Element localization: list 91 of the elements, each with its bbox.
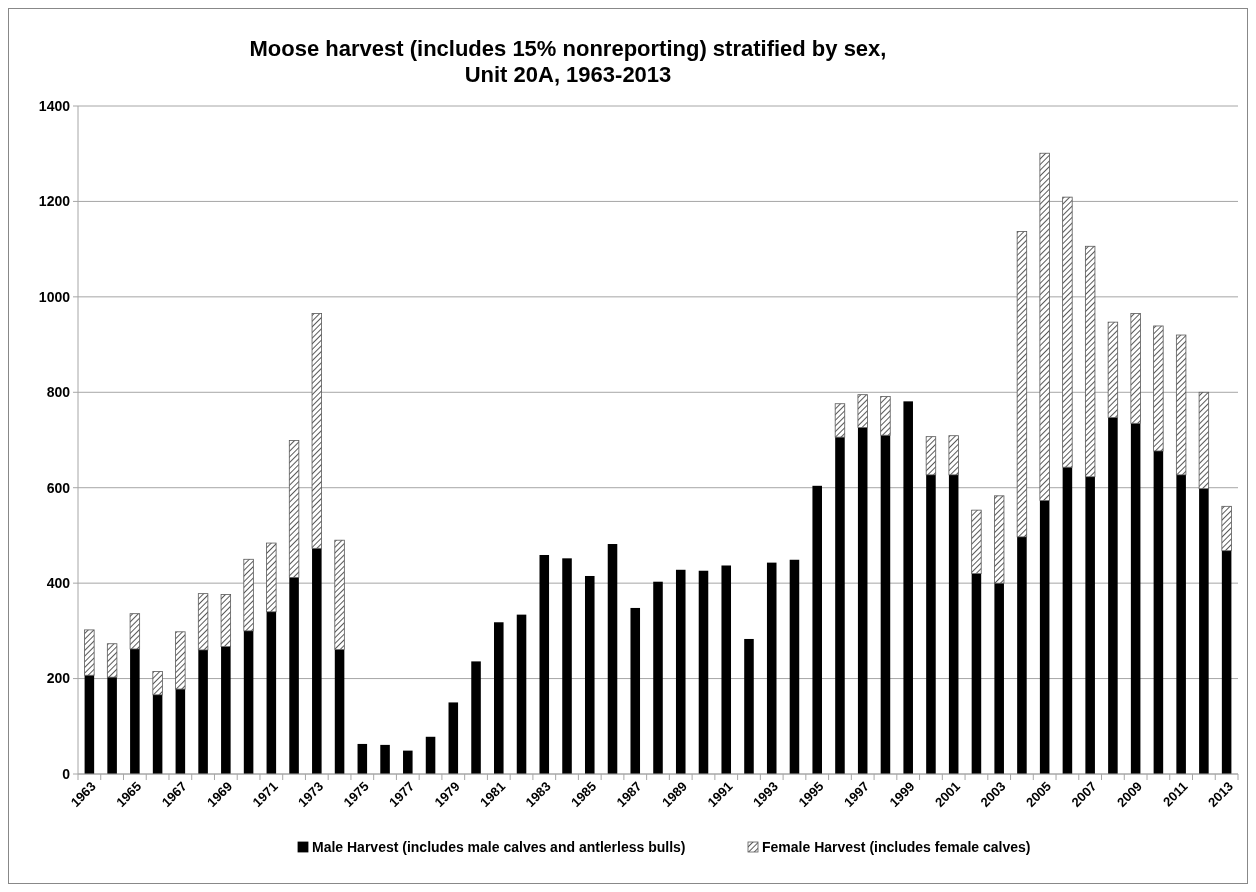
- bar: [243, 558, 254, 632]
- bar: [971, 509, 982, 574]
- bar: [1084, 245, 1096, 478]
- y-tick-label: 600: [46, 479, 71, 496]
- bar: [948, 435, 959, 476]
- y-tick-label: 0: [62, 765, 71, 782]
- y-tick-label: 1200: [38, 193, 71, 210]
- bar: [584, 575, 595, 774]
- bar: [152, 671, 163, 696]
- bar: [1199, 488, 1209, 774]
- bar: [1198, 391, 1210, 490]
- bar: [1016, 231, 1028, 538]
- bar: [948, 474, 959, 774]
- chart-title: Moose harvest (includes 15% nonreporting) stratified by sex, Unit 20A, 1963-2013: [249, 36, 887, 87]
- bar: [403, 750, 413, 774]
- bar: [357, 743, 368, 774]
- bar: [766, 562, 777, 774]
- bar: [334, 539, 345, 650]
- bar: [380, 744, 390, 774]
- bar: [84, 629, 95, 676]
- bar: [1039, 152, 1050, 501]
- bar: [312, 548, 322, 774]
- bar: [630, 607, 641, 774]
- bar: [197, 593, 209, 651]
- y-tick-label: 400: [46, 575, 71, 592]
- bar: [516, 614, 527, 774]
- bar: [1153, 325, 1164, 452]
- bar: [1130, 313, 1141, 424]
- legend-label: Male Harvest (includes male calves and antlerless bulls): [312, 838, 686, 855]
- bar: [129, 613, 141, 650]
- bar: [789, 559, 800, 774]
- bar: [698, 570, 709, 774]
- bar: [471, 661, 481, 774]
- bar: [1062, 467, 1073, 774]
- bar: [857, 394, 868, 428]
- bar: [311, 313, 322, 549]
- y-tick-label: 1000: [38, 288, 71, 305]
- bar: [721, 565, 732, 774]
- bar: [994, 583, 1004, 774]
- bar: [494, 622, 504, 774]
- bar: [1221, 550, 1232, 774]
- bar: [1176, 474, 1186, 774]
- bar: [925, 436, 937, 476]
- bar: [903, 401, 913, 774]
- y-tick-label: 1400: [38, 97, 71, 114]
- bar: [971, 573, 982, 774]
- bar: [926, 474, 936, 774]
- bar: [607, 544, 618, 774]
- bar: [1221, 505, 1232, 552]
- bar: [834, 403, 846, 438]
- bar: [220, 594, 232, 647]
- bar: [288, 440, 300, 578]
- bar: [289, 577, 299, 774]
- bar: [266, 542, 277, 613]
- bar: [744, 638, 754, 774]
- bar: [106, 643, 118, 678]
- bar: [175, 631, 186, 690]
- bar: [1108, 417, 1118, 774]
- bar: [880, 396, 891, 436]
- bar: [1107, 321, 1119, 418]
- bar: [175, 689, 186, 774]
- bar: [425, 736, 436, 774]
- bar: [812, 485, 822, 774]
- bar: [539, 554, 550, 774]
- y-tick-label: 800: [46, 384, 71, 401]
- bar: [1062, 196, 1073, 468]
- legend-label: Female Harvest (includes female calves): [762, 838, 1031, 855]
- bar: [1130, 423, 1141, 774]
- bar: [1153, 450, 1164, 774]
- bar: [221, 646, 231, 774]
- bar: [994, 495, 1005, 584]
- bar: [562, 558, 572, 774]
- bar: [857, 427, 868, 774]
- bar: [1017, 536, 1027, 774]
- bar: [1175, 334, 1187, 476]
- bar: [880, 435, 891, 774]
- bar: [448, 702, 459, 774]
- bar: [334, 649, 345, 774]
- bar: [653, 581, 663, 774]
- bar: [675, 569, 686, 774]
- bar: [1085, 476, 1095, 774]
- bar: [84, 675, 95, 774]
- bar: [107, 677, 117, 774]
- bar: [152, 694, 163, 774]
- bar: [243, 630, 254, 774]
- bar: [198, 649, 208, 774]
- bar: [835, 437, 845, 774]
- bar: [1039, 500, 1050, 774]
- bar: [266, 611, 277, 774]
- bar: [130, 648, 140, 774]
- y-tick-label: 200: [46, 670, 71, 687]
